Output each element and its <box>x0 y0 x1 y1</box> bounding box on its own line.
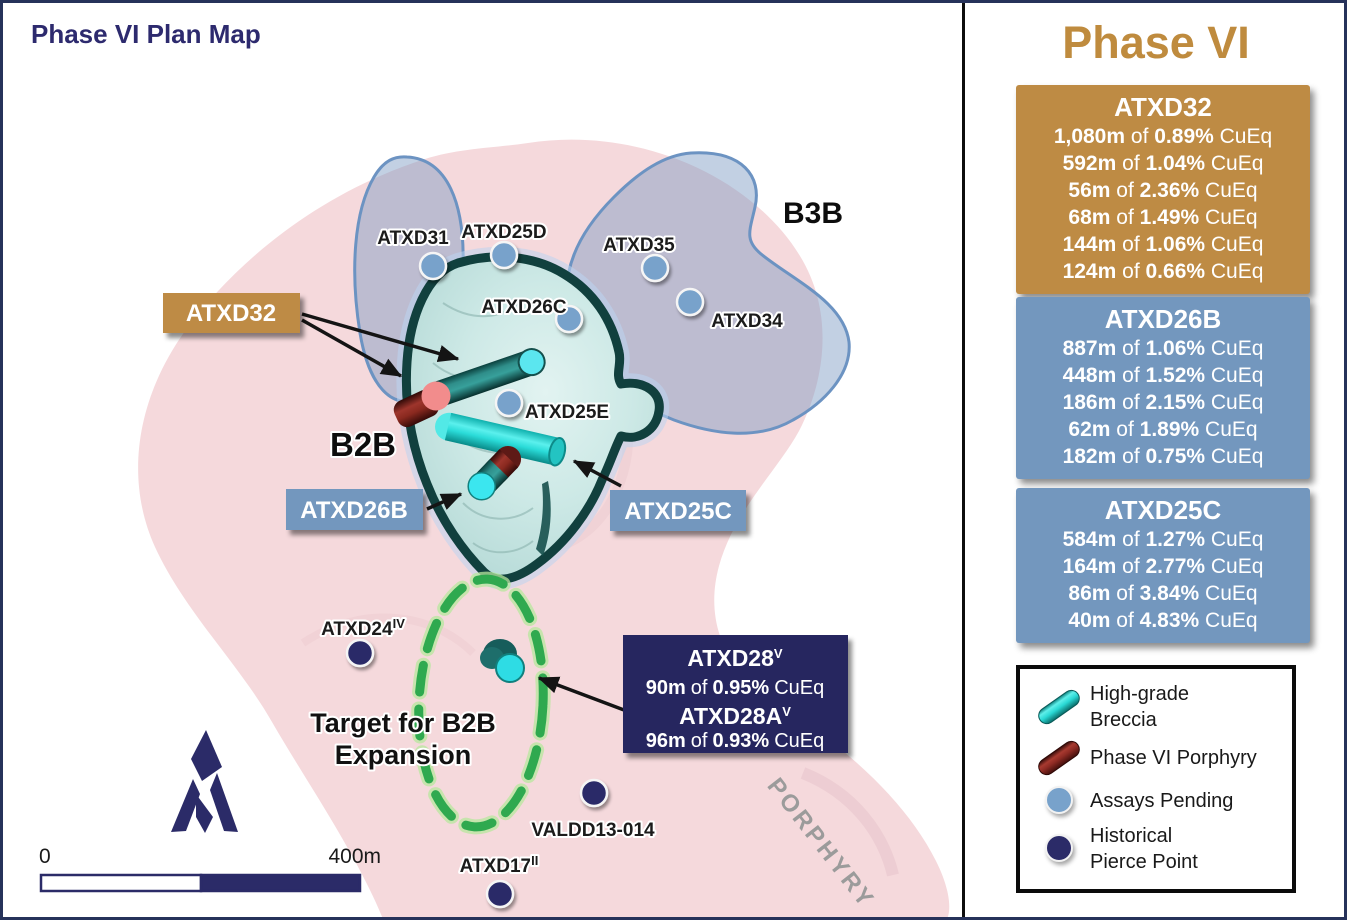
legend-label: Historical Pierce Point <box>1090 824 1198 873</box>
atxd34-label: ATXD34 <box>711 311 783 332</box>
atxd28-callout: ATXD28V 90m of 0.95% CuEq ATXD28AV 96m of 0.9… <box>623 635 848 753</box>
historical-dots <box>345 638 609 909</box>
high-grade-breccia-cylinder-icon <box>1038 689 1080 725</box>
assays-pending-dots <box>418 240 705 418</box>
atxd26b-callout: ATXD26B <box>286 489 423 530</box>
atxd26b-arrow <box>426 492 463 511</box>
atxd26c-dot <box>554 304 584 334</box>
target-label-line2: Expansion <box>335 740 472 770</box>
atxd34-dot <box>675 287 705 317</box>
callout-arrows <box>301 312 625 712</box>
assay-result-line: 62m of 1.89% CuEq <box>1068 418 1258 441</box>
legend-item-phase-vi-porphyry: Phase VI Porphyry <box>1028 738 1288 778</box>
result-box-atxd25c: ATXD25C 584m of 1.27% CuEq 164m of 2.77%… <box>1016 488 1310 643</box>
atxd32-arrow-1 <box>301 312 460 362</box>
assay-result-line: 592m of 1.04% CuEq <box>1062 152 1264 175</box>
assay-result-line: 186m of 2.15% CuEq <box>1062 391 1264 414</box>
assays-pending-dot-icon <box>1045 785 1073 814</box>
atxd25c-callout: ATXD25C <box>610 490 746 531</box>
atxd24-dot <box>345 638 375 668</box>
assay-result-line: 56m of 2.36% CuEq <box>1068 179 1258 202</box>
atxd32-breccia-cylinder <box>432 348 546 407</box>
svg-text:ATXD28V: ATXD28V <box>687 645 783 671</box>
svg-text:ATXD32: ATXD32 <box>186 300 276 327</box>
assay-result-line: 40m of 4.83% CuEq <box>1068 609 1258 632</box>
atxd32-callout: ATXD32 <box>163 293 300 333</box>
panel-title: Phase VI <box>1062 17 1250 68</box>
map-title: Phase VI Plan Map <box>31 19 261 49</box>
atxd26b-cylinder <box>467 445 522 501</box>
atxd25d-label: ATXD25D <box>461 222 546 243</box>
result-box-hole-name: ATXD26B <box>1104 304 1222 334</box>
zone-b2b-label: B2B <box>330 426 396 463</box>
atxd25c-arrow <box>572 459 622 488</box>
svg-text:ATXD28AV: ATXD28AV <box>679 703 791 729</box>
scale-end-label: 400m <box>328 845 381 868</box>
pink-zone-ripple <box>800 767 899 877</box>
atxd35-label: ATXD35 <box>603 235 675 256</box>
phase-vi-porphyry-cylinder-icon <box>1038 741 1080 776</box>
scale-bar: 0 400m <box>39 845 381 893</box>
legend: High-grade Breccia <box>1016 665 1296 893</box>
target-label-line1: Target for B2B <box>310 708 496 738</box>
map-area: Phase VI Plan Map <box>3 3 962 917</box>
atxd25c-breccia-cylinder <box>435 412 567 467</box>
atxd32-pierce-cap <box>421 381 451 411</box>
scale-start-label: 0 <box>39 845 51 868</box>
result-box-atxd32: ATXD32 1,080m of 0.89% CuEq 592m of 1.04… <box>1016 85 1310 294</box>
result-box-hole-name: ATXD25C <box>1104 495 1222 525</box>
plan-map-graphic: ATXD31 ATXD25D ATXD35 ATXD34 ATXD26C ATX… <box>39 139 950 917</box>
legend-item-historical-pierce-point: Historical Pierce Point <box>1028 823 1288 875</box>
atxd28-arrow <box>537 676 625 712</box>
legend-label: Phase VI Porphyry <box>1090 747 1257 770</box>
legend-label: High-grade Breccia <box>1090 683 1189 731</box>
assay-result-line: 182m of 0.75% CuEq <box>1062 445 1264 468</box>
target-expansion-ellipse <box>411 571 551 835</box>
assay-result-line: 1,080m of 0.89% CuEq <box>1053 125 1273 148</box>
assay-result-line: 68m of 1.49% CuEq <box>1068 206 1258 229</box>
assay-result-line: 584m of 1.27% CuEq <box>1062 528 1264 551</box>
assay-result-line: 164m of 2.77% CuEq <box>1062 555 1264 578</box>
zone-b3b-label: B3B <box>783 197 843 230</box>
atxd32-arrow-2 <box>301 318 403 378</box>
assay-result-line: 448m of 1.52% CuEq <box>1062 364 1264 387</box>
results-panel: Phase VI ATXD32 1,080m of 0.89% CuEq 592… <box>962 3 1344 917</box>
valdd13-014-dot <box>579 778 609 808</box>
atxd35-dot <box>640 253 670 283</box>
atxd28-cylinder-end-on <box>480 639 525 683</box>
pink-zone-ripple <box>300 613 476 656</box>
north-arrow-icon <box>171 730 238 833</box>
atxd25d-dot <box>489 240 519 270</box>
legend-item-assays-pending: Assays Pending <box>1028 784 1288 818</box>
result-box-hole-name: ATXD32 <box>1114 92 1212 122</box>
atxd17-label: ATXD17II <box>460 853 539 877</box>
svg-text:ATXD26B: ATXD26B <box>300 497 408 524</box>
legend-item-high-grade-breccia: High-grade Breccia <box>1028 681 1288 733</box>
historical-pierce-point-dot-icon <box>1045 833 1073 862</box>
result-box-atxd26b: ATXD26B 887m of 1.06% CuEq 448m of 1.52%… <box>1016 297 1310 479</box>
atxd26c-label: ATXD26C <box>481 297 566 318</box>
assay-result-line: 887m of 1.06% CuEq <box>1062 337 1264 360</box>
b2b-breccia-body <box>401 252 664 584</box>
assay-result-line: 86m of 3.84% CuEq <box>1068 582 1258 605</box>
atxd31-label: ATXD31 <box>377 228 449 249</box>
blue-zone-b3b <box>565 151 851 435</box>
assay-result-line: 124m of 0.66% CuEq <box>1062 260 1264 283</box>
legend-label: Assays Pending <box>1090 789 1234 812</box>
atxd25e-label: ATXD25E <box>525 402 609 423</box>
svg-text:ATXD25C: ATXD25C <box>624 498 732 525</box>
atxd17-dot <box>485 879 515 909</box>
atxd25e-dot <box>494 388 524 418</box>
valdd13-014-label: VALDD13-014 <box>531 820 655 841</box>
assay-result-line: 144m of 1.06% CuEq <box>1062 233 1264 256</box>
atxd31-dot <box>418 251 448 281</box>
atxd24-label: ATXD24IV <box>321 616 405 640</box>
breccia-fracture <box>536 481 551 556</box>
